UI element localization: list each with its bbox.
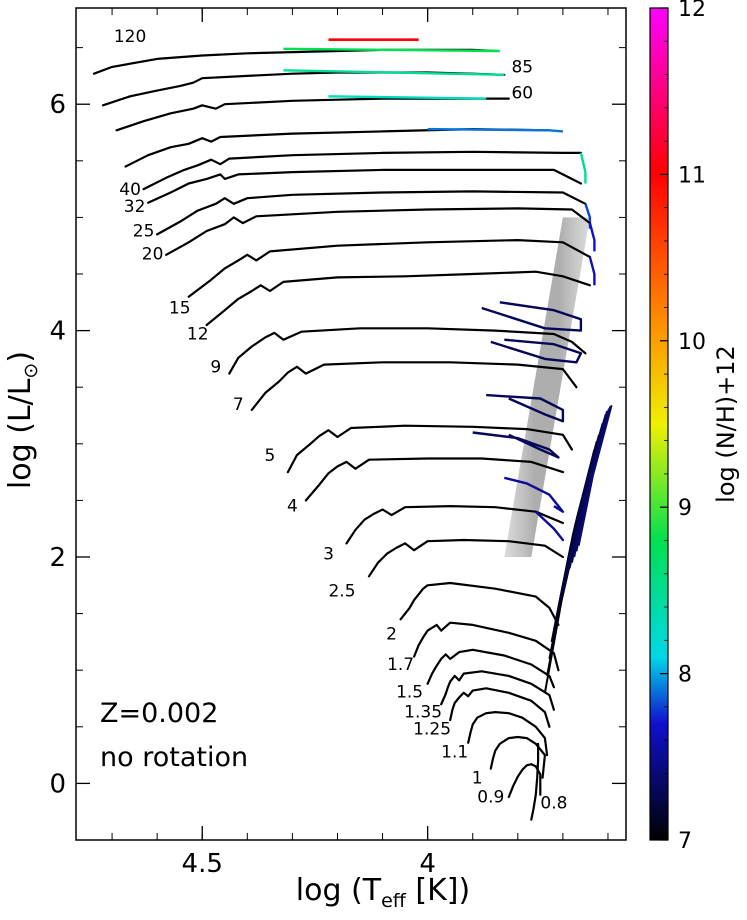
colorbar-tick-label: 7 [678, 829, 692, 854]
instability-strip [504, 217, 590, 557]
track-line-7 [165, 207, 591, 256]
track-line-9 [205, 270, 591, 327]
mass-label-4: 40 [119, 180, 141, 200]
track-line-24 [530, 742, 540, 821]
giant-branch-15 [577, 405, 613, 546]
track-nitrogen-segment-15 [534, 510, 565, 542]
x-tick-label: 4.5 [182, 849, 223, 879]
mass-label-10: 9 [210, 358, 221, 378]
track-nitrogen-segment-14 [504, 476, 565, 513]
mass-label-11: 7 [233, 395, 244, 415]
mass-label-12: 5 [264, 446, 275, 466]
mass-label-24: 0.8 [540, 793, 567, 813]
mass-label-23: 0.9 [477, 788, 504, 808]
colorbar-tick-label: 9 [678, 496, 692, 521]
mass-label-5: 32 [124, 197, 146, 217]
track-line-18 [426, 648, 555, 689]
colorbar-tick-label: 12 [678, 0, 706, 22]
annotation-metallicity: Z=0.002 [100, 698, 218, 729]
mass-label-7: 20 [142, 244, 164, 264]
mass-labels: 1208560403225201512975432.521.71.51.351.… [114, 27, 568, 813]
mass-label-1: 85 [511, 58, 533, 78]
mass-label-20: 1.25 [413, 720, 451, 740]
x-axis-label: log (Teff [K]) [296, 873, 470, 912]
plot-frame [75, 7, 627, 841]
track-line-16 [399, 581, 560, 626]
track-line-3 [124, 128, 551, 168]
track-line-10 [228, 327, 587, 375]
track-line-22 [489, 735, 546, 779]
mass-label-15: 2.5 [328, 582, 355, 602]
mass-label-9: 12 [187, 325, 209, 345]
colorbar [649, 7, 669, 841]
track-line-4 [142, 150, 582, 191]
y-tick-label: 2 [49, 543, 66, 573]
x-tick-label: 4 [419, 849, 436, 879]
mass-label-21: 1.1 [441, 742, 468, 762]
track-line-8 [187, 239, 591, 298]
track-line-19 [440, 670, 555, 711]
mass-label-14: 3 [323, 544, 334, 564]
track-nitrogen-segment-0 [283, 47, 500, 53]
colorbar-tick-label: 11 [678, 163, 706, 188]
track-nitrogen-segment-8 [588, 256, 596, 286]
track-line-11 [250, 361, 578, 411]
mass-label-18: 1.5 [396, 682, 423, 702]
track-nitrogen-segment-11 [490, 338, 583, 364]
track-line-13 [304, 457, 564, 502]
track-nitrogen-segment-7 [588, 222, 596, 252]
evolutionary-tracks [92, 38, 613, 821]
track-line-6 [156, 190, 587, 236]
annotation-rotation: no rotation [100, 742, 248, 773]
colorbar-ticks: 7 8 9 10 11 12 [660, 0, 706, 854]
y-tick-label: 6 [49, 90, 66, 120]
mass-label-22: 1 [472, 768, 483, 788]
track-nitrogen-segment-2 [328, 95, 487, 100]
y-tick-label: 0 [49, 769, 66, 799]
mass-label-6: 25 [133, 222, 155, 242]
track-line-15 [367, 538, 564, 578]
mass-label-0: 120 [114, 27, 146, 47]
y-tick-label: 4 [49, 317, 66, 347]
track-nitrogen-segment-13 [472, 431, 560, 459]
mass-label-17: 1.7 [387, 655, 414, 675]
track-nitrogen-segment-4 [579, 152, 587, 184]
track-nitrogen-segment-12 [486, 393, 565, 423]
track-line-14 [345, 505, 564, 545]
mass-label-16: 2 [386, 625, 397, 645]
instability-strip-band [504, 217, 590, 557]
mass-label-2: 60 [511, 84, 533, 104]
colorbar-tick-label: 10 [678, 330, 706, 355]
track-line-17 [413, 621, 560, 672]
colorbar-label: log (N/H)+12 [712, 345, 740, 503]
track-line-23 [507, 763, 542, 799]
track-line-20 [449, 687, 551, 728]
giant-branch-12 [570, 410, 609, 563]
y-axis-label: log (L/L⊙) [3, 351, 42, 489]
track-nitrogen-segment-3 [427, 127, 563, 133]
mass-label-8: 15 [169, 299, 191, 319]
mass-label-19: 1.35 [404, 703, 442, 723]
colorbar-tick-label: 8 [678, 663, 692, 688]
track-nitrogen-segment-1 [283, 69, 505, 76]
track-line-5 [147, 168, 582, 204]
mass-label-13: 4 [287, 497, 298, 517]
track-line-21 [467, 711, 549, 757]
track-line-2 [115, 97, 510, 132]
track-nitrogen-segment-10 [481, 301, 583, 332]
track-line-12 [286, 424, 573, 474]
